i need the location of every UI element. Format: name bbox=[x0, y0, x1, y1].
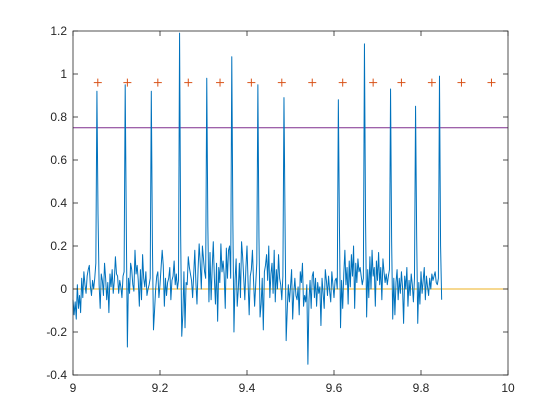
x-tick-label: 9.2 bbox=[152, 381, 169, 395]
peak-marker-9 bbox=[369, 78, 378, 87]
peak-marker-7 bbox=[308, 78, 317, 87]
x-tick-label: 9 bbox=[70, 381, 77, 395]
x-tick-label: 10 bbox=[501, 381, 515, 395]
peak-marker-8 bbox=[338, 78, 347, 87]
x-tick-label: 9.4 bbox=[239, 381, 256, 395]
x-tick-group: 9 9.2 9.4 9.6 9.8 10 bbox=[70, 31, 515, 395]
y-tick-label: 0.6 bbox=[50, 153, 67, 167]
peak-marker-13 bbox=[487, 78, 496, 87]
signal-line-group bbox=[72, 32, 443, 365]
peak-marker-6 bbox=[277, 78, 286, 87]
peak-marker-0 bbox=[93, 78, 102, 87]
y-tick-group: -0.4 -0.2 0 0.2 0.4 0.6 0.8 1 1.2 bbox=[46, 24, 508, 382]
x-tick-label: 9.6 bbox=[326, 381, 343, 395]
y-tick-label: 1.2 bbox=[50, 24, 67, 38]
signal-line bbox=[72, 32, 443, 365]
peak-marker-11 bbox=[427, 78, 436, 87]
y-tick-label: 0.2 bbox=[50, 239, 67, 253]
y-tick-label: 0.4 bbox=[50, 196, 67, 210]
peak-marker-group bbox=[93, 78, 496, 87]
peak-marker-5 bbox=[247, 78, 256, 87]
y-tick-label: 0 bbox=[60, 282, 67, 296]
peak-marker-1 bbox=[123, 78, 132, 87]
peak-marker-10 bbox=[397, 78, 406, 87]
y-tick-label: 1 bbox=[60, 67, 67, 81]
plot-area bbox=[73, 31, 508, 375]
x-tick-label: 9.8 bbox=[413, 381, 430, 395]
y-tick-label: 0.8 bbox=[50, 110, 67, 124]
peak-marker-2 bbox=[153, 78, 162, 87]
peak-marker-3 bbox=[184, 78, 193, 87]
y-tick-label: -0.4 bbox=[46, 368, 67, 382]
y-tick-label: -0.2 bbox=[46, 325, 67, 339]
peak-marker-4 bbox=[216, 78, 225, 87]
peak-marker-12 bbox=[457, 78, 466, 87]
